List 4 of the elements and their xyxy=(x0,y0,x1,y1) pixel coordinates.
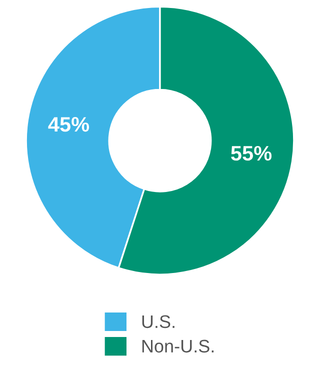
data-label: 45% xyxy=(48,117,90,132)
data-label: 55% xyxy=(231,146,272,161)
legend-label: Non-U.S. xyxy=(142,340,214,353)
legend-label: U.S. xyxy=(142,315,174,328)
